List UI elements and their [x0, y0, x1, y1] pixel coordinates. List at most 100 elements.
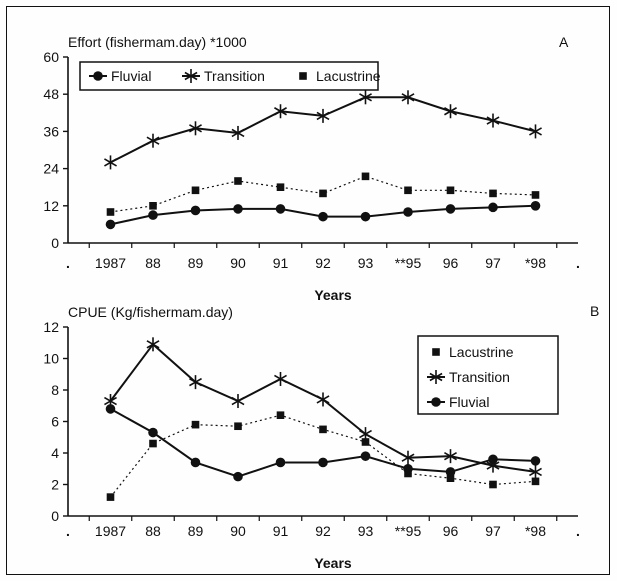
x-tick-label: 91 [273, 255, 289, 271]
legend: Lacustrine Transition Fluvial [417, 335, 559, 415]
chart-title: Effort (fishermam.day) *1000 [68, 34, 247, 50]
data-point-lacustrine [361, 172, 370, 181]
x-tick-label: 89 [188, 255, 204, 271]
data-point-lacustrine [106, 208, 115, 216]
series-fluvial [105, 201, 541, 230]
x-tick-label: 90 [230, 523, 246, 539]
figure-frame [6, 6, 610, 575]
legend-item-fluvial: Fluvial [427, 394, 489, 410]
data-point-fluvial [403, 207, 413, 217]
data-point-fluvial [105, 404, 116, 414]
data-point-lacustrine [489, 480, 497, 489]
y-tick-label: 0 [51, 235, 59, 251]
y-tick-label: 36 [43, 123, 59, 139]
data-point-lacustrine [361, 438, 370, 446]
data-point-transition [189, 375, 202, 390]
x-tick-label: 97 [485, 255, 501, 271]
data-point-lacustrine [191, 186, 200, 195]
legend-label: Transition [204, 68, 265, 84]
data-point-transition [231, 125, 245, 140]
data-point-lacustrine [191, 420, 200, 429]
series-line-transition [110, 96, 536, 164]
data-point-transition [316, 108, 330, 123]
data-point-lacustrine [234, 177, 242, 185]
x-tick-label: *98 [525, 523, 546, 539]
data-point-lacustrine [404, 186, 412, 195]
data-point-fluvial [148, 427, 158, 438]
data-point-transition [401, 90, 415, 105]
x-tick-label: 93 [358, 255, 374, 271]
x-tick-label: . [66, 255, 70, 271]
chart-panel-b: CPUE (Kg/fishermam.day) B 0 2 4 6 8 10 12. 1987 88… [43, 303, 599, 571]
data-point-lacustrine [234, 422, 242, 431]
x-tick-label: 88 [145, 255, 161, 271]
series-transition [104, 90, 542, 170]
x-tick-label: 92 [315, 523, 331, 539]
x-axis-label: Years [314, 287, 352, 303]
legend-item-transition: Transition [182, 68, 265, 84]
data-point-fluvial [148, 210, 158, 220]
x-tick-label: 91 [273, 523, 289, 539]
y-tick-label: 12 [43, 198, 59, 214]
data-point-transition [189, 121, 202, 136]
series-fluvial [105, 404, 541, 482]
legend-marker-fluvial [93, 71, 103, 81]
x-tick-label: 97 [485, 523, 501, 539]
data-point-fluvial [190, 205, 201, 216]
x-tick-label: 93 [358, 523, 374, 539]
y-tick-label: 12 [43, 319, 59, 335]
data-point-fluvial [105, 219, 116, 230]
y-tick-label: 60 [43, 49, 59, 65]
x-tick-label: 1987 [95, 255, 126, 271]
data-point-fluvial [488, 454, 498, 465]
legend-label: Fluvial [111, 68, 151, 84]
data-point-lacustrine [106, 493, 115, 501]
x-tick-label: 92 [315, 255, 331, 271]
data-point-fluvial [403, 463, 413, 474]
x-tick-label: 88 [145, 523, 161, 539]
legend-label: Lacustrine [449, 344, 514, 360]
data-point-fluvial [360, 211, 371, 222]
x-tick-label: . [66, 523, 70, 539]
legend-marker-lacustrine [432, 348, 440, 356]
x-tick-label: **95 [395, 255, 422, 271]
y-tick-label: 24 [43, 161, 59, 177]
data-point-lacustrine [531, 191, 540, 199]
data-point-fluvial [445, 467, 456, 477]
legend-label: Fluvial [449, 394, 489, 410]
y-tick-label: 4 [51, 445, 59, 461]
x-tick-label: *98 [525, 255, 546, 271]
data-point-lacustrine [149, 439, 157, 448]
data-point-transition [444, 449, 457, 464]
data-point-transition [401, 450, 415, 465]
data-point-transition [359, 427, 372, 442]
x-tick-label: . [576, 523, 580, 539]
panel-label: A [559, 34, 569, 50]
y-tick-label: 48 [43, 86, 59, 102]
data-point-fluvial [318, 457, 328, 468]
data-point-lacustrine [446, 474, 455, 482]
data-point-fluvial [318, 211, 328, 222]
data-point-fluvial [233, 471, 243, 482]
data-point-fluvial [360, 451, 371, 461]
data-point-transition [146, 337, 160, 352]
data-point-transition [146, 133, 160, 148]
data-point-transition [444, 104, 457, 119]
data-point-fluvial [233, 204, 243, 214]
data-point-fluvial [488, 202, 498, 213]
x-tick-label: **95 [395, 523, 422, 539]
legend-item-lacustrine: Lacustrine [432, 344, 514, 360]
legend-marker-transition [429, 370, 443, 384]
data-point-fluvial [190, 457, 201, 468]
series-lacustrine [106, 411, 540, 501]
legend-marker-lacustrine [299, 72, 307, 80]
data-point-fluvial [275, 457, 286, 468]
data-point-fluvial [445, 204, 456, 214]
legend-label: Transition [449, 369, 510, 385]
data-point-transition [529, 464, 542, 479]
data-point-transition [104, 155, 117, 170]
data-point-lacustrine [319, 189, 327, 198]
legend-item-transition: Transition [427, 369, 510, 385]
data-point-transition [529, 124, 542, 139]
